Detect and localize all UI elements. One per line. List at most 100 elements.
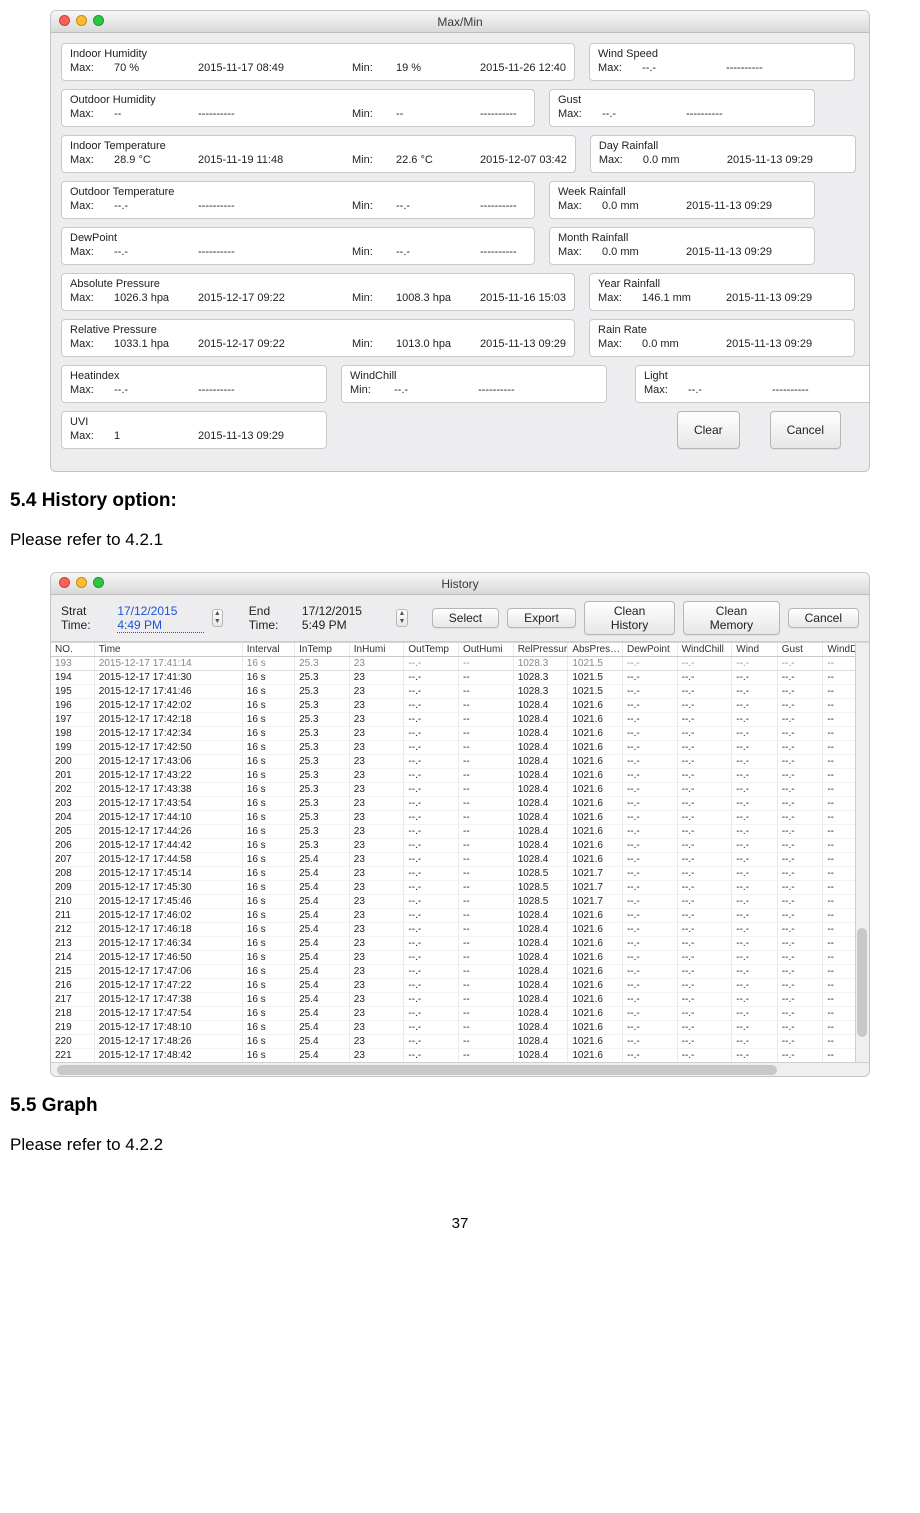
table-row[interactable]: 1992015-12-17 17:42:5016 s25.323--.---10… — [51, 741, 869, 755]
table-row[interactable]: 2112015-12-17 17:46:0216 s25.423--.---10… — [51, 909, 869, 923]
table-row[interactable]: 2092015-12-17 17:45:3016 s25.423--.---10… — [51, 881, 869, 895]
table-row[interactable]: 2182015-12-17 17:47:5416 s25.423--.---10… — [51, 1007, 869, 1021]
cell: -- — [459, 1007, 514, 1021]
table-row[interactable]: 2012015-12-17 17:43:2216 s25.323--.---10… — [51, 769, 869, 783]
table-row[interactable]: 2102015-12-17 17:45:4616 s25.423--.---10… — [51, 895, 869, 909]
panel-title: Wind Speed — [598, 48, 846, 60]
column-header[interactable]: Gust — [777, 643, 823, 657]
close-icon[interactable] — [59, 577, 70, 588]
vertical-scroll-thumb[interactable] — [857, 928, 867, 1037]
cell: --.- — [777, 1049, 823, 1063]
column-header[interactable]: OutTemp — [404, 643, 459, 657]
table-row[interactable]: 2022015-12-17 17:43:3816 s25.323--.---10… — [51, 783, 869, 797]
page-number: 37 — [10, 1215, 910, 1232]
panel-ts2: 2015-11-13 09:29 — [480, 338, 566, 350]
cell: --.- — [622, 727, 677, 741]
cell: --.- — [677, 951, 732, 965]
export-button[interactable]: Export — [507, 608, 576, 628]
clear-button[interactable]: Clear — [677, 411, 740, 449]
table-row[interactable]: 1932015-12-17 17:41:1416 s25.323--.---10… — [51, 657, 869, 671]
cell: 203 — [51, 797, 94, 811]
select-button[interactable]: Select — [432, 608, 499, 628]
cell: 16 s — [242, 839, 294, 853]
cell: 25.4 — [295, 1035, 350, 1049]
cancel-button[interactable]: Cancel — [770, 411, 841, 449]
table-row[interactable]: 1982015-12-17 17:42:3416 s25.323--.---10… — [51, 727, 869, 741]
table-row[interactable]: 1972015-12-17 17:42:1816 s25.323--.---10… — [51, 713, 869, 727]
table-row[interactable]: 2072015-12-17 17:44:5816 s25.423--.---10… — [51, 853, 869, 867]
table-row[interactable]: 2192015-12-17 17:48:1016 s25.423--.---10… — [51, 1021, 869, 1035]
cell: 1028.4 — [513, 741, 568, 755]
zoom-icon[interactable] — [93, 577, 104, 588]
column-header[interactable]: Wind — [732, 643, 778, 657]
table-row[interactable]: 2202015-12-17 17:48:2616 s25.423--.---10… — [51, 1035, 869, 1049]
table-row[interactable]: 2062015-12-17 17:44:4216 s25.323--.---10… — [51, 839, 869, 853]
panel-lab: Min: — [350, 384, 380, 396]
minimize-icon[interactable] — [76, 15, 87, 26]
panel-ts: ---------- — [198, 108, 318, 120]
column-header[interactable]: RelPressure — [513, 643, 568, 657]
cell: 200 — [51, 755, 94, 769]
table-row[interactable]: 2042015-12-17 17:44:1016 s25.323--.---10… — [51, 811, 869, 825]
close-icon[interactable] — [59, 15, 70, 26]
cell: 23 — [349, 671, 404, 685]
cell: --.- — [777, 727, 823, 741]
minimize-icon[interactable] — [76, 577, 87, 588]
cell: -- — [459, 727, 514, 741]
cell: 1028.4 — [513, 909, 568, 923]
end-time-stepper[interactable]: ▲▼ — [396, 609, 408, 627]
table-row[interactable]: 2212015-12-17 17:48:4216 s25.423--.---10… — [51, 1049, 869, 1063]
column-header[interactable]: Time — [94, 643, 242, 657]
window-controls[interactable] — [59, 577, 104, 588]
cell: 1021.5 — [568, 671, 623, 685]
table-row[interactable]: 2002015-12-17 17:43:0616 s25.323--.---10… — [51, 755, 869, 769]
start-time-value[interactable]: 17/12/2015 4:49 PM — [117, 604, 203, 633]
panel-values: Max:--.-----------Min:--.----------- — [70, 200, 526, 212]
clean-history-button[interactable]: Clean History — [584, 601, 676, 635]
table-row[interactable]: 2162015-12-17 17:47:2216 s25.423--.---10… — [51, 979, 869, 993]
column-header[interactable]: Interval — [242, 643, 294, 657]
table-row[interactable]: 2052015-12-17 17:44:2616 s25.323--.---10… — [51, 825, 869, 839]
cell: 23 — [349, 979, 404, 993]
cell: --.- — [777, 769, 823, 783]
cell: 2015-12-17 17:43:54 — [94, 797, 242, 811]
column-header[interactable]: WindChill — [677, 643, 732, 657]
cell: 1021.6 — [568, 1007, 623, 1021]
cell: 214 — [51, 951, 94, 965]
cell: --.- — [777, 1007, 823, 1021]
column-header[interactable]: OutHumi — [459, 643, 514, 657]
cell: 23 — [349, 699, 404, 713]
start-time-stepper[interactable]: ▲▼ — [212, 609, 224, 627]
cell: 218 — [51, 1007, 94, 1021]
horizontal-scrollbar[interactable] — [51, 1062, 869, 1076]
column-header[interactable]: NO. — [51, 643, 94, 657]
table-row[interactable]: 2152015-12-17 17:47:0616 s25.423--.---10… — [51, 965, 869, 979]
window-controls[interactable] — [59, 15, 104, 26]
table-row[interactable]: 2032015-12-17 17:43:5416 s25.323--.---10… — [51, 797, 869, 811]
cell: --.- — [677, 713, 732, 727]
zoom-icon[interactable] — [93, 15, 104, 26]
table-row[interactable]: 2082015-12-17 17:45:1416 s25.423--.---10… — [51, 867, 869, 881]
table-row[interactable]: 1962015-12-17 17:42:0216 s25.323--.---10… — [51, 699, 869, 713]
end-time-value[interactable]: 17/12/2015 5:49 PM — [302, 604, 388, 632]
table-row[interactable]: 2142015-12-17 17:46:5016 s25.423--.---10… — [51, 951, 869, 965]
panel-ts: 2015-11-17 08:49 — [198, 62, 318, 74]
column-header[interactable]: DewPoint — [622, 643, 677, 657]
column-header[interactable]: AbsPres… — [568, 643, 623, 657]
table-row[interactable]: 2132015-12-17 17:46:3416 s25.423--.---10… — [51, 937, 869, 951]
table-row[interactable]: 1952015-12-17 17:41:4616 s25.323--.---10… — [51, 685, 869, 699]
table-row[interactable]: 1942015-12-17 17:41:3016 s25.323--.---10… — [51, 671, 869, 685]
end-time-label: End Time: — [249, 604, 292, 632]
column-header[interactable]: InTemp — [295, 643, 350, 657]
vertical-scrollbar[interactable] — [855, 643, 869, 1062]
cancel-button[interactable]: Cancel — [788, 608, 859, 628]
cell: -- — [459, 783, 514, 797]
cell: 1028.4 — [513, 713, 568, 727]
horizontal-scroll-thumb[interactable] — [57, 1065, 777, 1075]
table-row[interactable]: 2122015-12-17 17:46:1816 s25.423--.---10… — [51, 923, 869, 937]
clean-memory-button[interactable]: Clean Memory — [683, 601, 779, 635]
column-header[interactable]: InHumi — [349, 643, 404, 657]
cell: 23 — [349, 783, 404, 797]
panel-ts: ---------- — [198, 246, 318, 258]
table-row[interactable]: 2172015-12-17 17:47:3816 s25.423--.---10… — [51, 993, 869, 1007]
